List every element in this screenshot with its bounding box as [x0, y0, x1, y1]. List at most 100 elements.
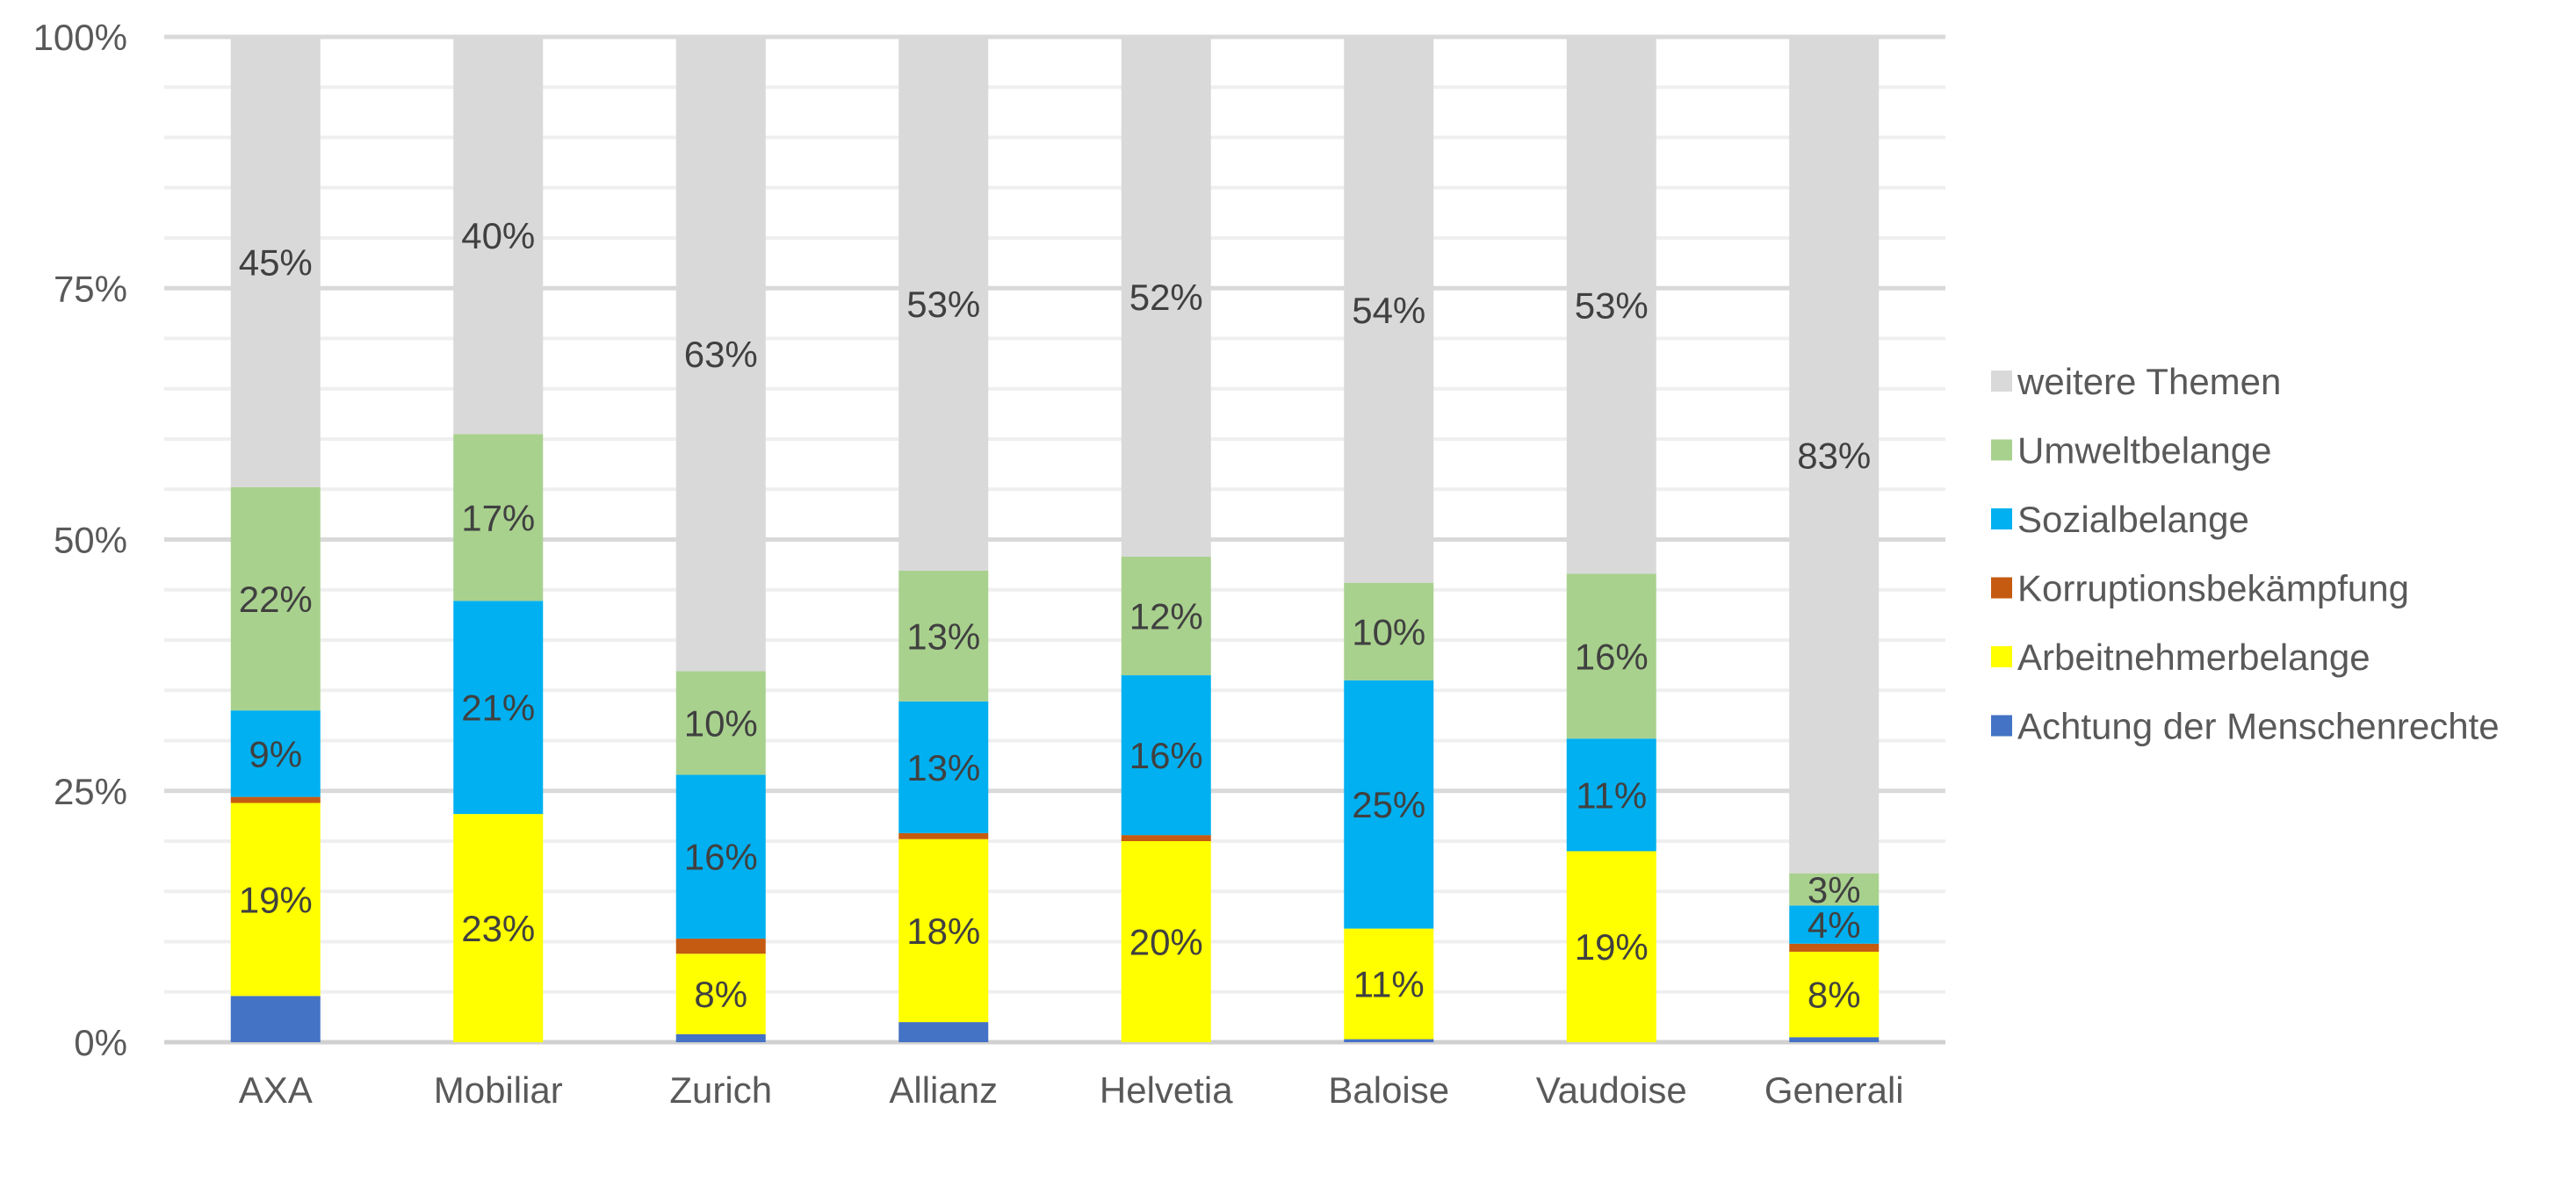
legend-label: Achtung der Menschenrechte [2017, 706, 2500, 747]
data-label: 9% [249, 733, 302, 774]
bar-segment [898, 832, 989, 839]
data-label: 19% [1575, 926, 1649, 968]
data-label: 16% [684, 837, 758, 878]
bar-segment [1121, 37, 1211, 557]
legend-label: Umweltbelange [2017, 430, 2272, 471]
legend-swatch [1991, 508, 2012, 529]
bar-segment [1121, 835, 1211, 841]
data-label: 52% [1129, 277, 1203, 318]
bar-segment [230, 803, 321, 997]
data-label: 16% [1575, 636, 1649, 677]
bar-segment [1344, 37, 1434, 583]
y-tick-label: 25% [54, 771, 127, 812]
bar-segment [1566, 37, 1656, 574]
data-label: 63% [684, 334, 758, 375]
bar-segment [230, 486, 321, 711]
legend-label: Arbeitnehmerbelange [2017, 637, 2370, 678]
bar-segment [1344, 582, 1434, 680]
bar-segment [898, 839, 989, 1023]
bar-segment [453, 814, 544, 1042]
data-label: 18% [906, 910, 980, 952]
data-label: 25% [1352, 784, 1425, 825]
bar-segment [453, 37, 544, 435]
legend-swatch [1991, 715, 2012, 737]
legend-swatch [1991, 577, 2012, 599]
y-tick-label: 0% [74, 1022, 127, 1063]
bar-segment [1789, 943, 1880, 952]
y-tick-label: 50% [54, 520, 127, 561]
bar-segment [230, 710, 321, 797]
data-label: 8% [694, 974, 747, 1015]
bar-segment [675, 774, 766, 939]
data-label: 53% [1575, 285, 1649, 327]
bar-segment [1344, 1039, 1434, 1042]
x-category-label: Vaudoise [1536, 1069, 1687, 1111]
data-label: 20% [1129, 922, 1203, 963]
bar-segment [1121, 556, 1211, 676]
data-label: 22% [239, 579, 313, 620]
bar-segment [1344, 680, 1434, 929]
data-label: 13% [906, 747, 980, 788]
legend-swatch [1991, 646, 2012, 667]
bar-segment [675, 37, 766, 672]
bar-segment [1789, 37, 1880, 874]
data-label: 8% [1808, 975, 1861, 1016]
data-label: 23% [461, 908, 535, 949]
bar-segment [1566, 851, 1656, 1042]
data-label: 10% [684, 702, 758, 744]
bar-segment [898, 1022, 989, 1042]
x-category-label: AXA [239, 1069, 313, 1111]
data-label: 12% [1129, 596, 1203, 637]
data-label: 83% [1797, 435, 1871, 476]
data-label: 17% [461, 497, 535, 538]
y-axis-ticks: 0% 25% 50% 75% 100% [33, 17, 127, 1063]
data-label: 16% [1129, 735, 1203, 776]
bar-segment [230, 996, 321, 1042]
x-category-label: Zurich [669, 1069, 772, 1111]
bar-segment [1789, 873, 1880, 906]
data-label: 3% [1808, 869, 1861, 910]
bar-segment [1566, 573, 1656, 739]
data-labels: 19% 9% 22% 45% 23% 21% 17% 40% 8% 16% 10% 63% 18% 13%… [239, 215, 1872, 1015]
data-label: 45% [239, 241, 313, 283]
x-category-label: Mobiliar [434, 1069, 563, 1111]
x-category-label: Generali [1764, 1069, 1904, 1111]
data-label: 11% [1353, 964, 1425, 1005]
data-label: 53% [906, 284, 980, 325]
bar-segment [898, 570, 989, 702]
legend-label: weitere Themen [2017, 361, 2281, 402]
legend-swatch [1991, 371, 2012, 392]
data-label: 4% [1808, 904, 1861, 946]
bar-segment [1789, 905, 1880, 944]
bar-segment [230, 37, 321, 487]
bar-segment [1344, 928, 1434, 1040]
data-label: 13% [906, 615, 980, 657]
bar-segment [675, 954, 766, 1034]
legend-swatch [1991, 439, 2012, 461]
data-label: 54% [1352, 290, 1425, 331]
data-label: 40% [461, 215, 535, 256]
x-category-label: Allianz [889, 1069, 998, 1111]
bar-segment [453, 434, 544, 601]
y-tick-label: 75% [54, 268, 127, 309]
bar-segment [453, 601, 544, 815]
data-label: 21% [461, 687, 535, 729]
data-label: 10% [1352, 611, 1425, 652]
bar-segment [1566, 738, 1656, 852]
bar-segment [898, 37, 989, 571]
bar-segment [1789, 951, 1880, 1038]
y-tick-label: 100% [33, 17, 127, 58]
legend-label: Sozialbelange [2017, 499, 2249, 540]
x-category-label: Baloise [1328, 1069, 1449, 1111]
bar-segment [1121, 841, 1211, 1042]
bar-segment [675, 939, 766, 954]
data-label: 11% [1576, 774, 1647, 816]
bar-segment [675, 671, 766, 775]
bar-segment [898, 701, 989, 833]
legend: weitere Themen Umweltbelange Sozialbelange… [1991, 361, 2500, 747]
x-category-label: Helvetia [1100, 1069, 1233, 1111]
bar-segment [1789, 1037, 1880, 1042]
bar-stacks [230, 37, 1880, 1042]
bar-segment [675, 1033, 766, 1042]
bar-segment [1121, 675, 1211, 836]
